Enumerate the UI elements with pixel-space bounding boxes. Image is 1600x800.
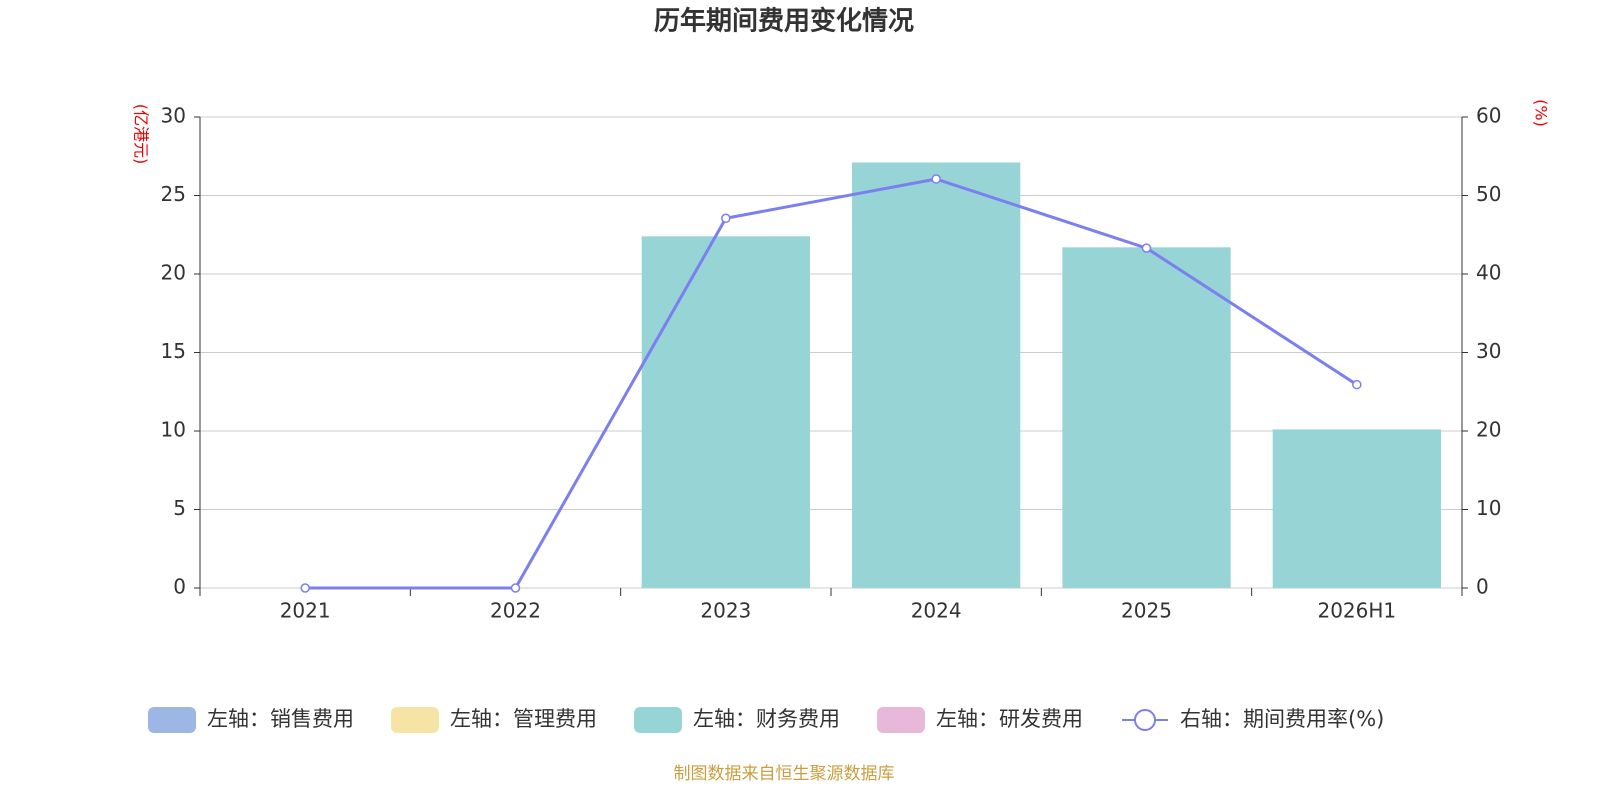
bar <box>1062 247 1231 588</box>
bar <box>641 236 810 588</box>
legend-label: 左轴：销售费用 <box>207 707 354 731</box>
line-point <box>721 213 731 224</box>
legend-label: 左轴：研发费用 <box>936 707 1083 731</box>
legend-label: 左轴：财务费用 <box>693 707 840 731</box>
x-tick-label: 2024 <box>911 599 962 623</box>
legend-swatch <box>148 707 196 733</box>
line-point <box>1352 379 1362 390</box>
y-tick-label: 15 <box>161 339 186 363</box>
y-tick-label: 0 <box>173 575 186 599</box>
x-tick-label: 2021 <box>280 599 331 623</box>
legend-swatch <box>634 707 682 733</box>
bar <box>852 162 1021 588</box>
legend-label: 右轴：期间费用率(%) <box>1180 707 1384 731</box>
x-tick-label: 2026H1 <box>1317 599 1396 623</box>
y-tick-label: 10 <box>161 418 186 442</box>
x-tick-label: 2025 <box>1121 599 1172 623</box>
legend-label: 左轴：管理费用 <box>450 707 597 731</box>
y2-axis-label: (%) <box>1532 99 1551 127</box>
legend-swatch <box>877 707 925 733</box>
y-tick-label: 5 <box>173 496 186 520</box>
legend-swatch <box>391 707 439 733</box>
y2-tick-label: 20 <box>1476 418 1501 442</box>
legend-marker <box>1134 709 1156 731</box>
x-tick-label: 2023 <box>700 599 751 623</box>
line-point <box>510 583 521 593</box>
y-tick-label: 30 <box>161 104 186 128</box>
x-tick-label: 2022 <box>490 599 541 623</box>
y2-tick-label: 50 <box>1476 182 1501 206</box>
bar <box>1272 429 1441 588</box>
y2-tick-label: 60 <box>1476 104 1501 128</box>
line-point <box>300 583 310 593</box>
y-tick-label: 25 <box>161 182 186 206</box>
y-axis-label: (亿港元) <box>132 104 151 165</box>
y2-tick-label: 10 <box>1476 496 1501 520</box>
line-point <box>931 174 941 184</box>
y-tick-label: 20 <box>161 261 186 285</box>
y2-tick-label: 0 <box>1476 575 1489 599</box>
line-point <box>1141 243 1152 253</box>
line <box>305 177 1358 590</box>
y2-tick-label: 30 <box>1476 339 1501 363</box>
y2-tick-label: 40 <box>1476 261 1501 285</box>
chart-title: 历年期间费用变化情况 <box>654 6 914 37</box>
source-note: 制图数据来自恒生聚源数据库 <box>674 764 895 784</box>
